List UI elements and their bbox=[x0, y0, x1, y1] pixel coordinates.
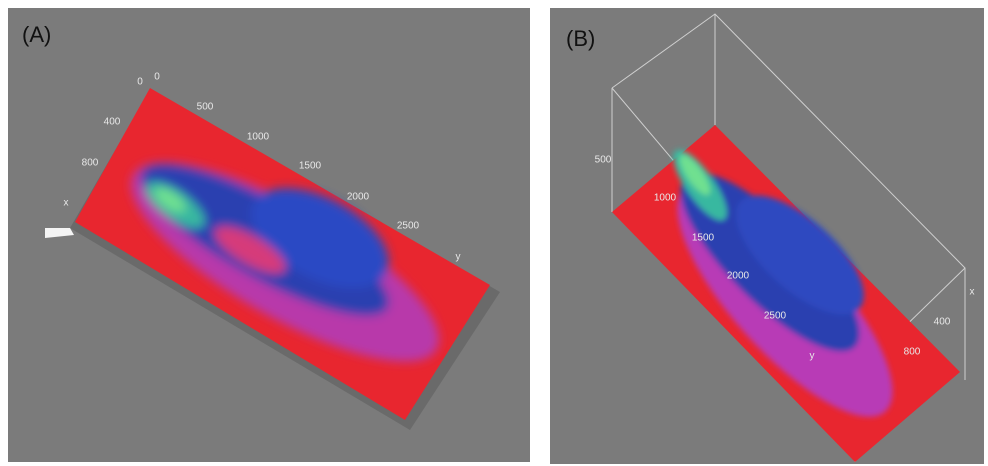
x-tick-label: 400 bbox=[104, 117, 121, 128]
y-tick-label: 500 bbox=[595, 155, 612, 166]
y-tick-label: 500 bbox=[197, 102, 214, 113]
y-tick-label: 1500 bbox=[692, 233, 715, 244]
y-tick-label: 1500 bbox=[299, 161, 322, 172]
panel-b bbox=[550, 8, 984, 464]
y-tick-label: 2000 bbox=[727, 271, 750, 282]
y-axis-label: y bbox=[456, 252, 461, 263]
y-tick-label: 2000 bbox=[347, 192, 370, 203]
x-tick-label: 400 bbox=[934, 317, 951, 328]
page: (A) 0 500 1000 1500 2000 2500 y 0 400 800 x (B) 500 10… bbox=[0, 0, 988, 466]
y-axis-label: y bbox=[810, 351, 815, 362]
x-tick-label: 0 bbox=[137, 77, 143, 88]
panel-a bbox=[8, 8, 530, 462]
figure: (A) 0 500 1000 1500 2000 2500 y 0 400 800 x (B) 500 10… bbox=[0, 0, 988, 466]
x-tick-label: 800 bbox=[82, 158, 99, 169]
y-tick-label: 1000 bbox=[654, 193, 677, 204]
x-axis-label: x bbox=[970, 287, 975, 298]
y-tick-label: 1000 bbox=[247, 132, 270, 143]
y-tick-label: 0 bbox=[154, 72, 160, 83]
y-tick-label: 2500 bbox=[397, 221, 420, 232]
panel-label: (A) bbox=[22, 22, 51, 47]
y-tick-label: 2500 bbox=[764, 311, 787, 322]
x-tick-label: 800 bbox=[904, 347, 921, 358]
panel-label: (B) bbox=[566, 26, 595, 51]
x-axis-label: x bbox=[64, 198, 69, 209]
